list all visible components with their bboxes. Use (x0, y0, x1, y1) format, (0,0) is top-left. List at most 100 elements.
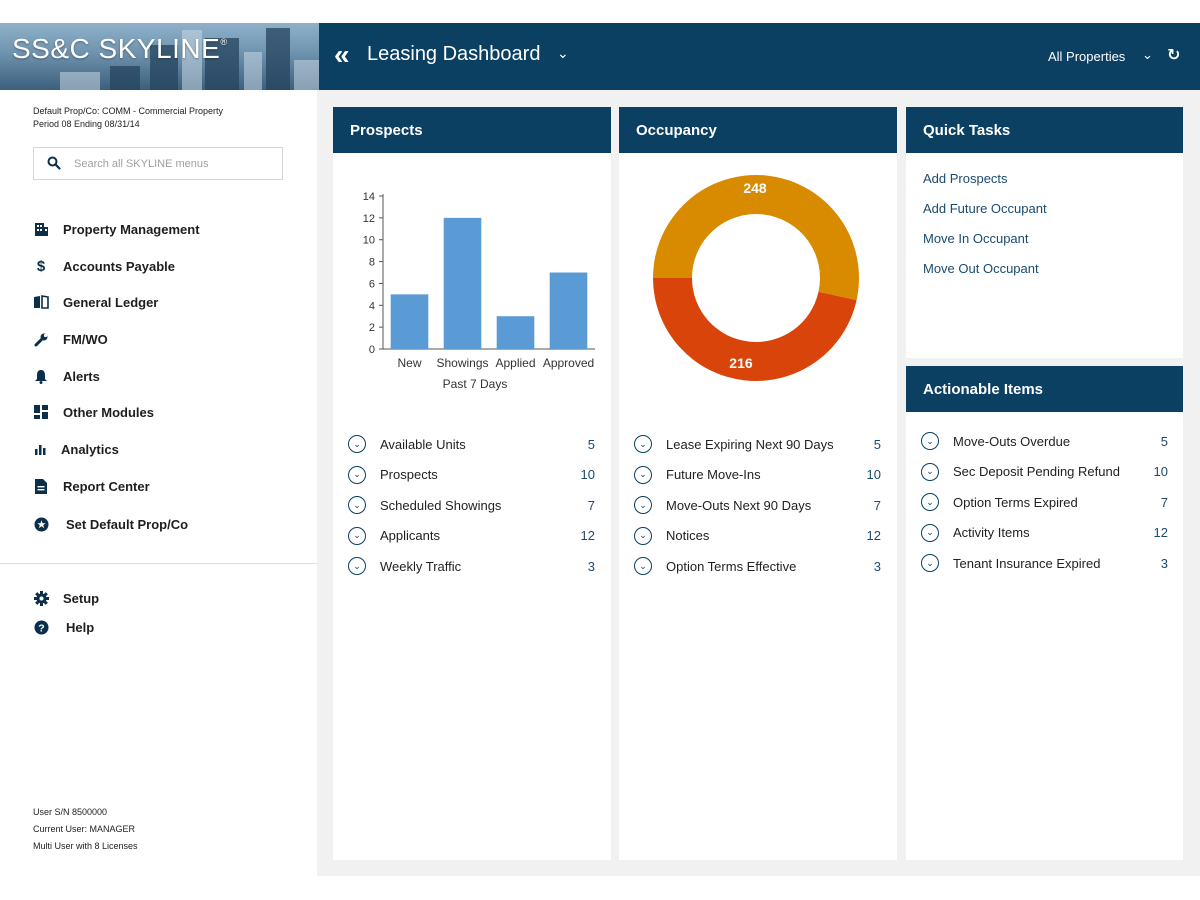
list-item[interactable]: ⌄ Future Move-Ins 10 (634, 460, 881, 491)
sidebar-item-property-management[interactable]: Property Management (33, 218, 200, 240)
sidebar-item-label: Help (66, 619, 95, 635)
list-item[interactable]: ⌄ Move-Outs Next 90 Days 7 (634, 490, 881, 521)
expand-chevron-icon[interactable]: ⌄ (634, 526, 652, 545)
list-item[interactable]: ⌄ Move-Outs Overdue 5 (921, 426, 1168, 457)
property-selector[interactable]: All Properties (1048, 49, 1126, 64)
prospects-bar-chart: 0 2 4 6 8 10 12 14 New Showings Applied Approved Pas… (340, 177, 598, 393)
expand-chevron-icon[interactable]: ⌄ (921, 493, 939, 512)
row-count: 3 (587, 558, 595, 574)
y-tick-label: 0 (369, 344, 375, 356)
logo-text: SS&C SKYLINE® (12, 33, 228, 64)
sidebar-item-fm-wo[interactable]: FM/WO (33, 328, 108, 350)
expand-chevron-icon[interactable]: ⌄ (634, 465, 652, 484)
occupancy-donut-chart: 248 216 (653, 175, 859, 382)
sidebar-item-label: FM/WO (63, 331, 108, 347)
top-bar: SS&C SKYLINE® « Leasing Dashboard ⌄ All … (0, 23, 1200, 90)
list-item[interactable]: ⌄ Sec Deposit Pending Refund 10 (921, 457, 1168, 488)
chevron-down-icon[interactable]: ⌄ (557, 45, 569, 61)
list-item[interactable]: ⌄ Applicants 12 (348, 521, 595, 552)
expand-chevron-icon[interactable]: ⌄ (348, 496, 366, 515)
bar (390, 294, 429, 349)
collapse-sidebar-icon[interactable]: « (334, 39, 350, 70)
default-prop-line: Default Prop/Co: COMM - Commercial Prope… (33, 106, 224, 116)
move-out-occupant-link[interactable]: Move Out Occupant (923, 261, 1039, 276)
expand-chevron-icon[interactable]: ⌄ (921, 432, 939, 451)
property-chevron-down-icon[interactable]: ⌄ (1142, 47, 1153, 62)
row-count: 7 (1160, 494, 1168, 510)
sidebar-item-accounts-payable[interactable]: $ Accounts Payable (33, 255, 175, 277)
actionable-items-panel-title: Actionable Items (906, 366, 1183, 412)
expand-chevron-icon[interactable]: ⌄ (921, 554, 939, 573)
search-icon (47, 156, 61, 170)
row-count: 5 (587, 436, 595, 452)
skyline-logo[interactable]: SS&C SKYLINE® (0, 23, 319, 90)
list-item[interactable]: ⌄ Weekly Traffic 3 (348, 551, 595, 582)
expand-chevron-icon[interactable]: ⌄ (921, 462, 939, 481)
list-item[interactable]: ⌄ Available Units 5 (348, 429, 595, 460)
default-prop-info: Default Prop/Co: COMM - Commercial Prope… (33, 105, 223, 131)
license-info: Multi User with 8 Licenses (33, 841, 138, 851)
row-label: Option Terms Effective (666, 558, 797, 574)
add-prospects-link[interactable]: Add Prospects (923, 171, 1008, 186)
book-icon (33, 294, 49, 310)
row-label: Option Terms Expired (953, 494, 1078, 510)
expand-chevron-icon[interactable]: ⌄ (348, 435, 366, 454)
dashboard-main: Prospects 0 2 4 6 8 10 12 14 New Showings Applied A… (317, 90, 1200, 876)
move-in-occupant-link[interactable]: Move In Occupant (923, 231, 1029, 246)
add-future-occupant-link[interactable]: Add Future Occupant (923, 201, 1047, 216)
expand-chevron-icon[interactable]: ⌄ (921, 523, 939, 542)
search-box[interactable] (33, 147, 283, 180)
expand-chevron-icon[interactable]: ⌄ (634, 557, 652, 576)
expand-chevron-icon[interactable]: ⌄ (348, 557, 366, 576)
sidebar-item-setup[interactable]: Setup (33, 587, 99, 609)
row-count: 5 (873, 436, 881, 452)
donut-data-label: 248 (743, 180, 767, 196)
quick-tasks-panel: Quick Tasks Add Prospects Add Future Occ… (906, 107, 1183, 358)
sidebar-item-label: Other Modules (63, 404, 155, 420)
refresh-icon[interactable]: ↻ (1167, 47, 1181, 64)
list-item[interactable]: ⌄ Scheduled Showings 7 (348, 490, 595, 521)
prospects-list: ⌄ Available Units 5 ⌄ Prospects 10 ⌄ Schedule… (348, 429, 595, 582)
sidebar-item-general-ledger[interactable]: General Ledger (33, 291, 158, 313)
sidebar-item-report-center[interactable]: Report Center (33, 475, 150, 497)
bar-chart-icon (33, 441, 49, 457)
row-count: 7 (873, 497, 881, 513)
row-count: 5 (1160, 433, 1168, 449)
list-item[interactable]: ⌄ Notices 12 (634, 521, 881, 552)
row-label: Tenant Insurance Expired (953, 555, 1101, 571)
expand-chevron-icon[interactable]: ⌄ (634, 496, 652, 515)
list-item[interactable]: ⌄ Prospects 10 (348, 460, 595, 491)
help-icon: ? (33, 619, 49, 635)
sidebar-item-set-default[interactable]: Set Default Prop/Co (33, 513, 188, 535)
expand-chevron-icon[interactable]: ⌄ (348, 526, 366, 545)
list-item[interactable]: ⌄ Option Terms Expired 7 (921, 487, 1168, 518)
expand-chevron-icon[interactable]: ⌄ (348, 465, 366, 484)
sidebar-item-label: Analytics (61, 441, 119, 457)
row-label: Prospects (380, 467, 438, 483)
sidebar-item-other-modules[interactable]: Other Modules (33, 401, 154, 423)
row-count: 10 (1153, 464, 1168, 480)
sidebar-item-alerts[interactable]: Alerts (33, 365, 100, 387)
list-item[interactable]: ⌄ Activity Items 12 (921, 518, 1168, 549)
row-count: 3 (873, 558, 881, 574)
gear-icon (33, 590, 49, 606)
expand-chevron-icon[interactable]: ⌄ (634, 435, 652, 454)
quick-tasks-panel-title: Quick Tasks (906, 107, 1183, 153)
list-item[interactable]: ⌄ Option Terms Effective 3 (634, 551, 881, 582)
search-input[interactable] (74, 155, 274, 173)
sidebar-item-label: Set Default Prop/Co (66, 516, 189, 532)
sidebar-item-help[interactable]: ? Help (33, 616, 94, 638)
list-item[interactable]: ⌄ Tenant Insurance Expired 3 (921, 548, 1168, 579)
donut-data-label: 216 (729, 355, 753, 371)
x-tick-label: Showings (436, 356, 488, 370)
y-tick-label: 10 (363, 235, 375, 247)
actionable-items-panel: Actionable Items ⌄ Move-Outs Overdue 5 ⌄ Se… (906, 366, 1183, 860)
occupancy-panel-title: Occupancy (619, 107, 897, 153)
y-tick-label: 4 (369, 300, 375, 312)
sidebar-item-label: Report Center (63, 478, 150, 494)
row-label: Move-Outs Next 90 Days (666, 497, 812, 513)
sidebar-item-label: Alerts (63, 368, 100, 384)
sidebar-item-analytics[interactable]: Analytics (33, 438, 119, 460)
page-title: Leasing Dashboard (367, 43, 541, 65)
list-item[interactable]: ⌄ Lease Expiring Next 90 Days 5 (634, 429, 881, 460)
